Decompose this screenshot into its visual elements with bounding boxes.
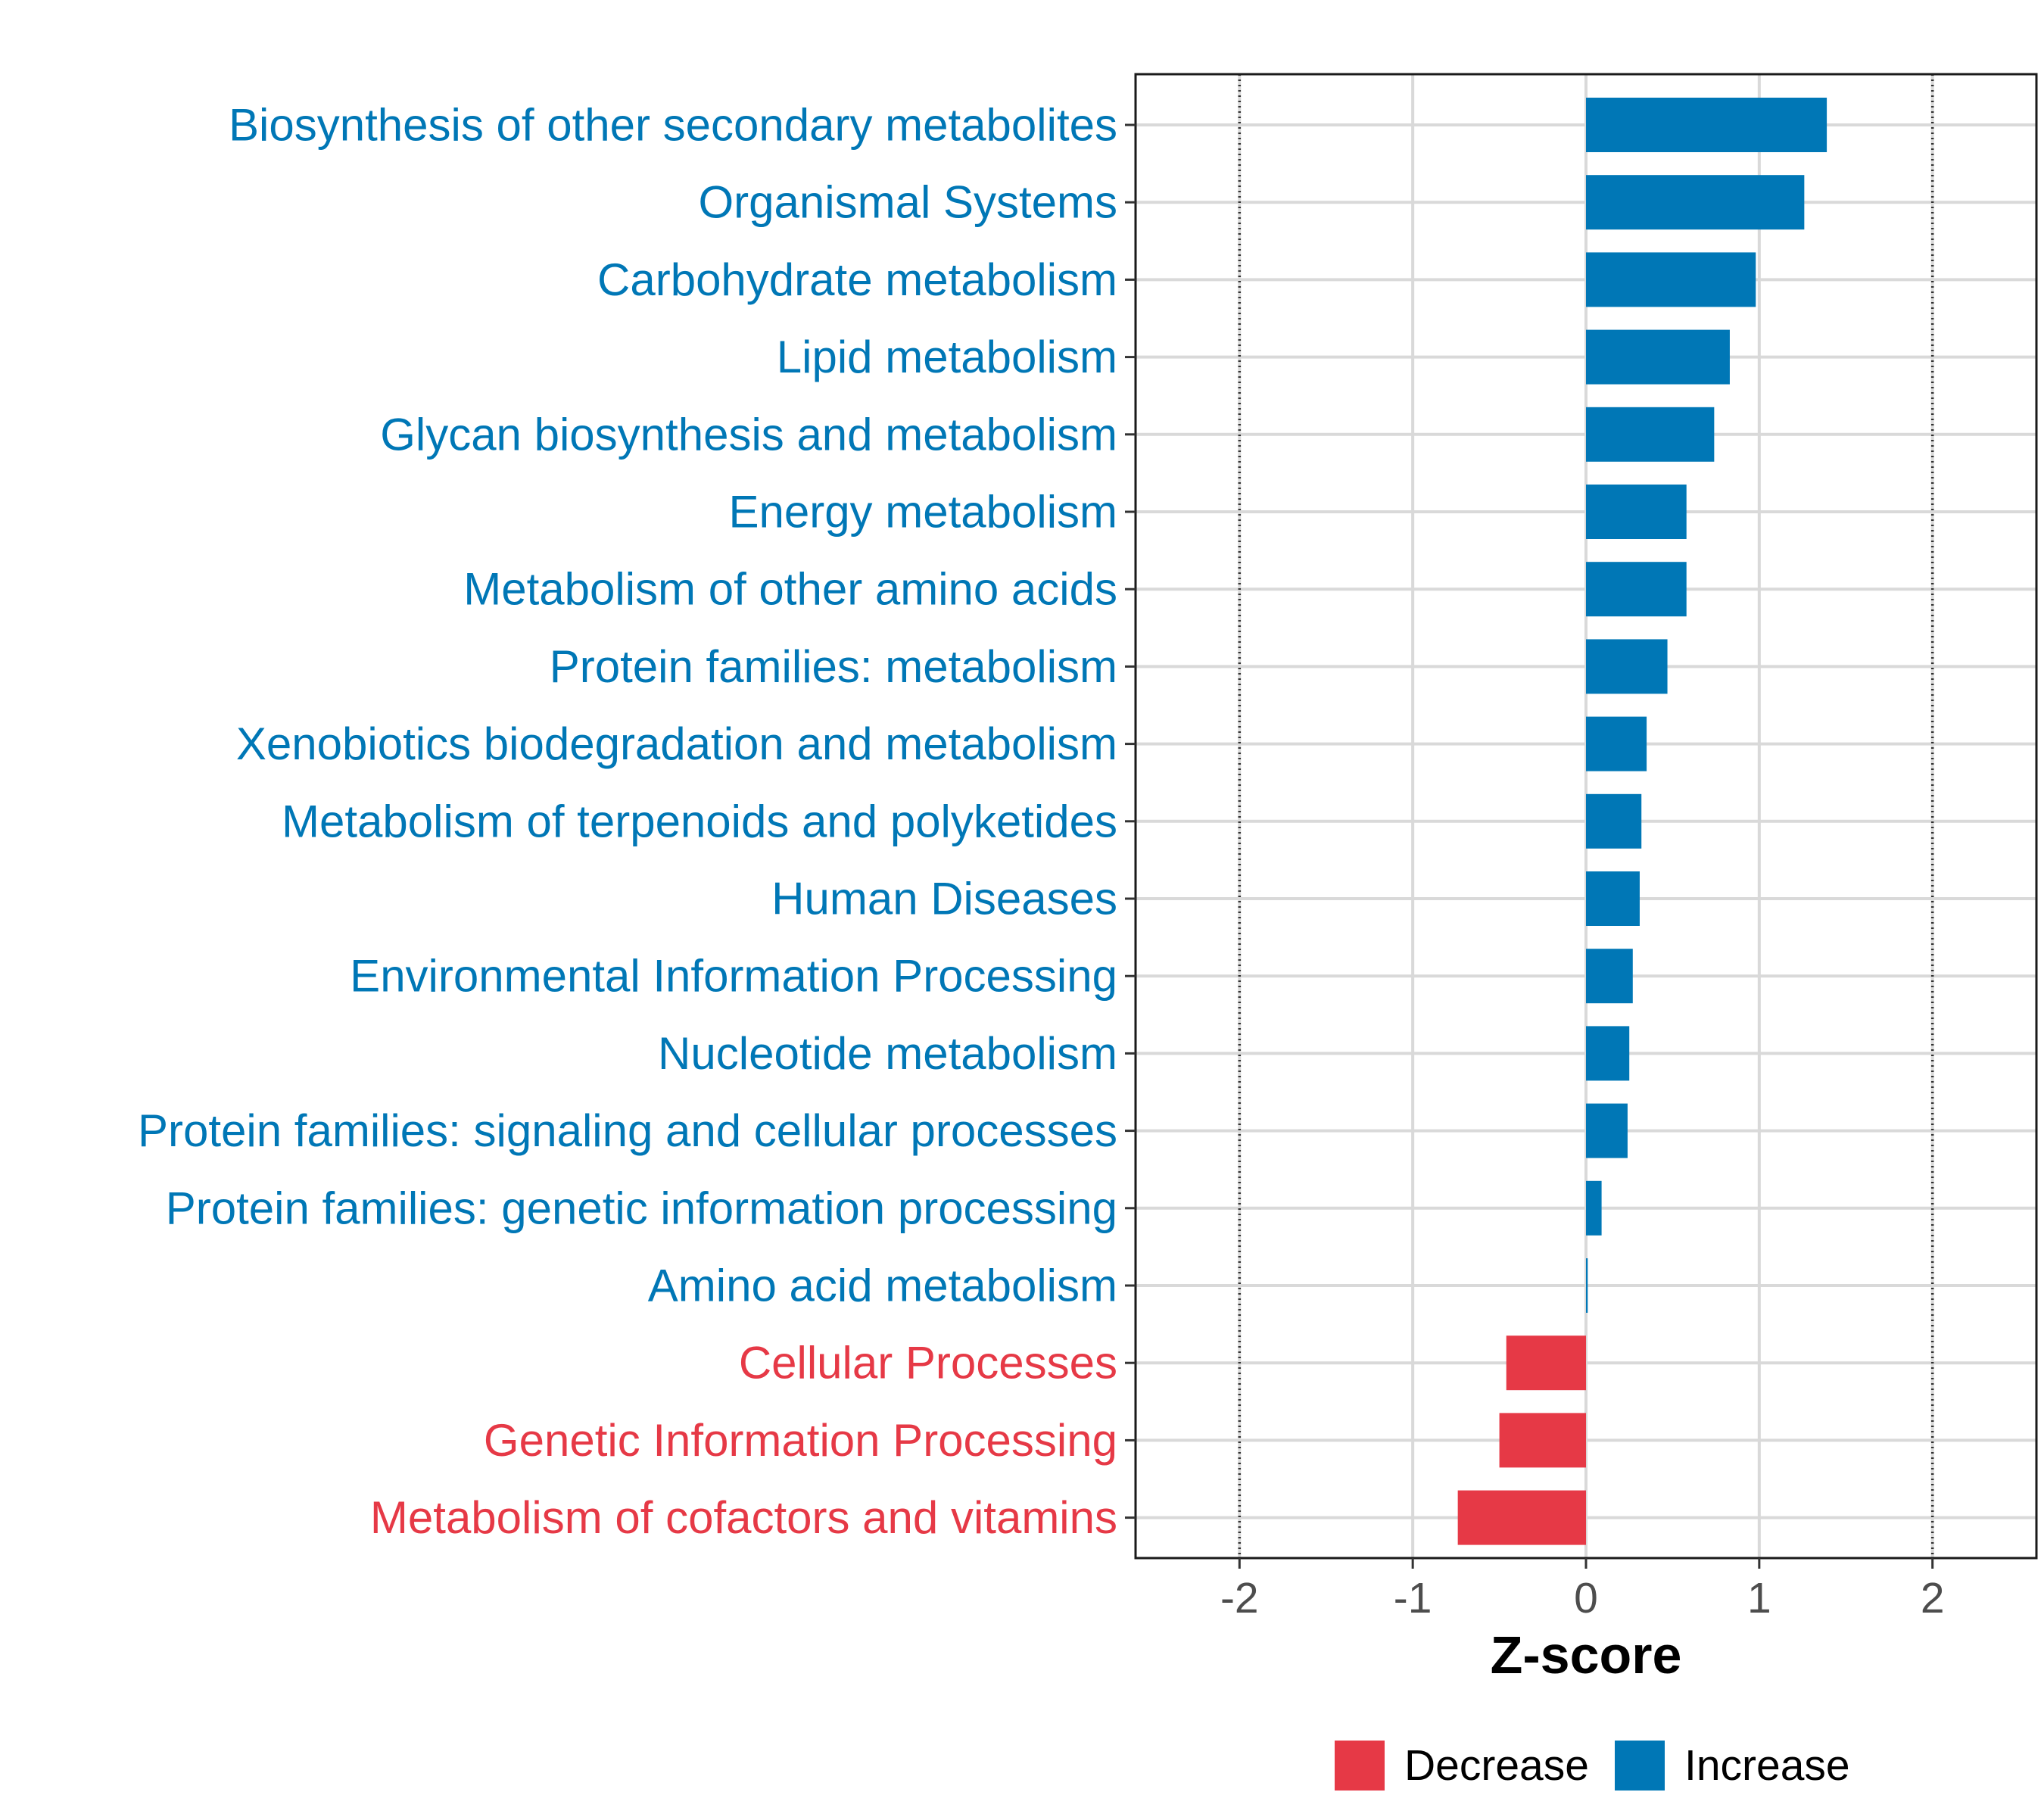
bar-increase xyxy=(1586,252,1756,307)
bar-increase xyxy=(1586,1258,1588,1313)
y-tick-label: Metabolism of terpenoids and polyketides xyxy=(282,796,1117,846)
bar-increase xyxy=(1586,793,1642,849)
y-tick-label: Glycan biosynthesis and metabolism xyxy=(380,409,1117,460)
legend-label-increase: Increase xyxy=(1684,1741,1850,1790)
bar-increase xyxy=(1586,1026,1630,1081)
y-tick-label: Energy metabolism xyxy=(728,487,1117,538)
bar-increase xyxy=(1586,175,1805,230)
y-tick-label: Protein families: genetic information pr… xyxy=(166,1183,1117,1233)
bar-increase xyxy=(1586,562,1687,617)
bar-increase xyxy=(1586,639,1668,694)
y-tick-label: Nucleotide metabolism xyxy=(658,1028,1117,1079)
y-tick-label: Lipid metabolism xyxy=(777,332,1117,382)
y-tick-label: Genetic Information Processing xyxy=(484,1415,1117,1466)
bar-increase xyxy=(1586,329,1730,385)
y-tick-label: Biosynthesis of other secondary metaboli… xyxy=(229,100,1117,151)
y-tick-label: Environmental Information Processing xyxy=(350,951,1117,1002)
legend-key-decrease xyxy=(1335,1741,1385,1791)
bar-increase xyxy=(1586,485,1687,539)
y-tick-label: Protein families: metabolism xyxy=(550,641,1117,692)
legend: Decrease Increase xyxy=(1335,1741,1850,1791)
y-tick-label: Carbohydrate metabolism xyxy=(597,254,1117,305)
y-tick-label: Cellular Processes xyxy=(739,1338,1117,1388)
y-tick-label: Amino acid metabolism xyxy=(648,1261,1117,1311)
x-tick-label: -2 xyxy=(1220,1574,1259,1622)
bars-layer xyxy=(1457,98,1827,1545)
x-tick-label: -1 xyxy=(1394,1574,1432,1622)
bar-increase xyxy=(1586,716,1647,771)
bar-increase xyxy=(1586,949,1633,1004)
bar-increase xyxy=(1586,407,1715,462)
bar-decrease xyxy=(1457,1490,1586,1545)
legend-label-decrease: Decrease xyxy=(1404,1741,1589,1790)
bar-increase xyxy=(1586,1180,1602,1236)
x-tick-label: 0 xyxy=(1574,1574,1598,1622)
bar-decrease xyxy=(1499,1413,1586,1468)
bar-decrease xyxy=(1506,1335,1586,1391)
reference-lines xyxy=(1238,74,1934,1558)
y-tick-label: Metabolism of other amino acids xyxy=(463,564,1117,615)
y-tick-label: Organismal Systems xyxy=(699,177,1117,228)
x-axis-title: Z-score xyxy=(1491,1625,1682,1685)
y-tick-label: Protein families: signaling and cellular… xyxy=(138,1105,1117,1156)
y-tick-label: Metabolism of cofactors and vitamins xyxy=(370,1492,1117,1543)
bar-increase xyxy=(1586,98,1827,152)
y-tick-label: Xenobiotics biodegradation and metabolis… xyxy=(236,718,1117,769)
legend-key-increase xyxy=(1615,1741,1665,1791)
x-tick-label: 2 xyxy=(1921,1574,1945,1622)
bar-increase xyxy=(1586,1103,1628,1158)
x-tick-label: 1 xyxy=(1747,1574,1771,1622)
bar-increase xyxy=(1586,871,1640,926)
y-axis: Biosynthesis of other secondary metaboli… xyxy=(138,100,1136,1543)
x-axis: -2 -1 0 1 2 xyxy=(1220,1558,1945,1622)
y-tick-label: Human Diseases xyxy=(771,874,1117,924)
